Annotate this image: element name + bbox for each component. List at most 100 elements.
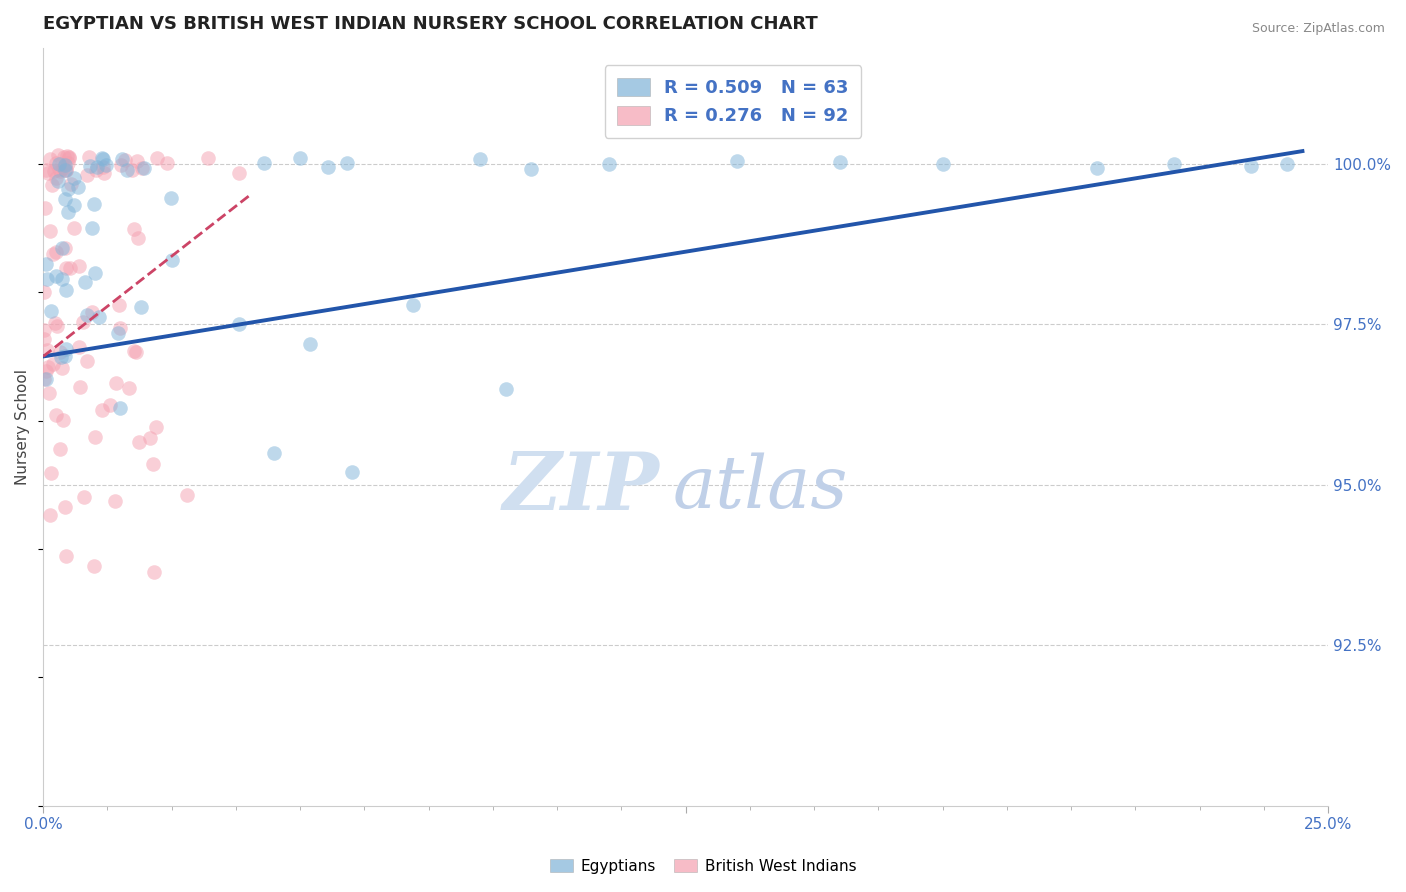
Point	[55, 283, 77, 297]
Point	[59, 261, 82, 276]
Point	[107, 326, 129, 340]
Point	[32, 323, 55, 337]
Point	[160, 192, 183, 206]
Point	[53, 500, 76, 514]
Point	[1085, 161, 1108, 175]
Point	[117, 381, 139, 395]
Point	[77, 150, 100, 164]
Point	[53, 241, 76, 255]
Point	[48, 345, 70, 359]
Point	[142, 457, 165, 471]
Point	[46, 318, 69, 333]
Point	[87, 310, 110, 325]
Point	[58, 205, 80, 219]
Point	[32, 372, 55, 386]
Point	[67, 180, 90, 194]
Point	[63, 220, 86, 235]
Point	[49, 163, 72, 178]
Point	[79, 159, 101, 173]
Point	[125, 344, 148, 359]
Point	[110, 321, 132, 335]
Point	[98, 398, 121, 412]
Point	[45, 156, 67, 170]
Point	[52, 412, 75, 426]
Point	[122, 344, 145, 359]
Text: atlas: atlas	[673, 452, 848, 523]
Point	[37, 166, 59, 180]
Point	[84, 163, 107, 178]
Y-axis label: Nursery School: Nursery School	[15, 369, 30, 485]
Point	[45, 245, 67, 260]
Point	[110, 158, 132, 172]
Point	[340, 465, 363, 479]
Point	[53, 150, 76, 164]
Text: ZIP: ZIP	[503, 449, 659, 526]
Point	[115, 162, 138, 177]
Point	[58, 155, 80, 169]
Point	[46, 148, 69, 162]
Point	[59, 177, 82, 191]
Point	[336, 156, 359, 170]
Point	[104, 376, 127, 390]
Point	[45, 170, 67, 185]
Point	[127, 153, 149, 168]
Point	[93, 166, 115, 180]
Point	[111, 152, 134, 166]
Point	[91, 160, 114, 174]
Point	[131, 161, 153, 176]
Point	[160, 253, 183, 268]
Point	[42, 357, 65, 371]
Point	[53, 163, 76, 178]
Point	[35, 162, 58, 177]
Point	[110, 401, 132, 415]
Point	[253, 155, 276, 169]
Point	[45, 408, 67, 422]
Point	[145, 151, 167, 165]
Point	[39, 224, 62, 238]
Point	[58, 150, 80, 164]
Point	[37, 343, 59, 357]
Point	[32, 285, 55, 299]
Point	[83, 196, 105, 211]
Point	[49, 351, 72, 365]
Point	[931, 157, 953, 171]
Point	[83, 559, 105, 574]
Point	[122, 222, 145, 236]
Point	[62, 197, 84, 211]
Point	[1275, 157, 1298, 171]
Point	[228, 166, 250, 180]
Legend: Egyptians, British West Indians: Egyptians, British West Indians	[544, 853, 862, 880]
Point	[828, 154, 851, 169]
Point	[520, 161, 543, 176]
Point	[32, 332, 55, 346]
Point	[299, 336, 322, 351]
Point	[37, 272, 59, 286]
Point	[129, 300, 152, 314]
Point	[56, 182, 79, 196]
Point	[52, 161, 75, 176]
Point	[56, 149, 79, 163]
Point	[51, 241, 73, 255]
Point	[104, 494, 127, 508]
Text: EGYPTIAN VS BRITISH WEST INDIAN NURSERY SCHOOL CORRELATION CHART: EGYPTIAN VS BRITISH WEST INDIAN NURSERY …	[44, 15, 818, 33]
Legend: R = 0.509   N = 63, R = 0.276   N = 92: R = 0.509 N = 63, R = 0.276 N = 92	[605, 65, 862, 138]
Point	[73, 275, 96, 289]
Point	[495, 382, 517, 396]
Point	[83, 430, 105, 444]
Point	[176, 487, 198, 501]
Point	[93, 153, 115, 167]
Point	[107, 298, 129, 312]
Point	[90, 403, 112, 417]
Point	[82, 304, 104, 318]
Point	[55, 163, 77, 178]
Point	[1163, 157, 1185, 171]
Point	[42, 164, 65, 178]
Point	[55, 260, 77, 275]
Point	[69, 380, 91, 394]
Point	[44, 317, 66, 331]
Point	[132, 161, 155, 175]
Point	[82, 221, 104, 235]
Point	[51, 360, 73, 375]
Point	[45, 269, 67, 284]
Point	[76, 169, 98, 183]
